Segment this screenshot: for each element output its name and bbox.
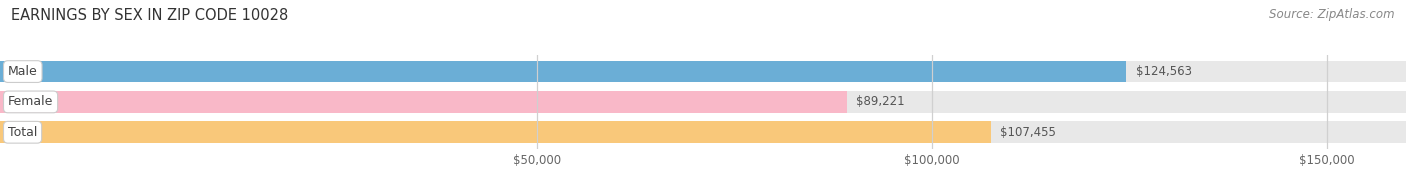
Text: $124,563: $124,563 xyxy=(1136,65,1191,78)
Text: Female: Female xyxy=(8,95,53,108)
Text: $107,455: $107,455 xyxy=(1001,126,1056,139)
Bar xyxy=(0,121,1406,143)
Text: Male: Male xyxy=(8,65,38,78)
Bar xyxy=(0,91,846,113)
Bar xyxy=(0,61,1126,83)
Text: Total: Total xyxy=(8,126,38,139)
Bar xyxy=(0,91,1406,113)
Text: EARNINGS BY SEX IN ZIP CODE 10028: EARNINGS BY SEX IN ZIP CODE 10028 xyxy=(11,8,288,23)
Bar xyxy=(0,61,1406,83)
Text: $89,221: $89,221 xyxy=(856,95,905,108)
Text: Source: ZipAtlas.com: Source: ZipAtlas.com xyxy=(1270,8,1395,21)
Bar xyxy=(0,121,991,143)
